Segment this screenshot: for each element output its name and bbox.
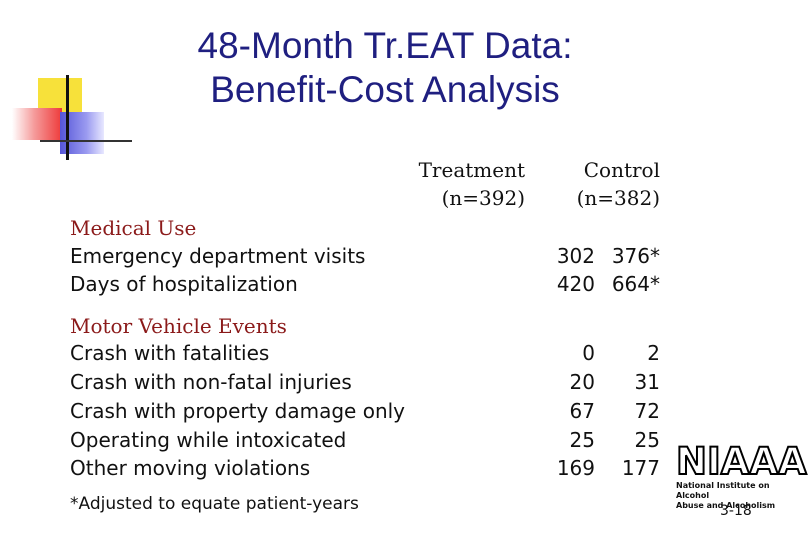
treatment-value: 25 xyxy=(569,428,595,452)
row-label: Other moving violations xyxy=(70,456,311,480)
table-row: Days of hospitalization 420 664* xyxy=(70,270,670,299)
control-n: (n=382) xyxy=(576,186,660,210)
control-value: 177 xyxy=(621,456,660,480)
control-value: 376* xyxy=(611,244,660,268)
row-label: Crash with property damage only xyxy=(70,399,406,423)
section-title-motor: Motor Vehicle Events xyxy=(70,314,287,338)
treatment-value: 302 xyxy=(556,244,595,268)
row-label: Days of hospitalization xyxy=(70,272,298,296)
control-value: 31 xyxy=(634,370,660,394)
footnote: *Adjusted to equate patient-years xyxy=(70,494,359,514)
control-label: Control xyxy=(583,158,660,182)
control-value: 664* xyxy=(611,272,660,296)
table-row: Crash with property damage only 67 72 xyxy=(70,397,670,426)
slide-title-line2: Benefit-Cost Analysis xyxy=(210,69,560,110)
control-value: 25 xyxy=(634,428,660,452)
row-label: Operating while intoxicated xyxy=(70,428,347,452)
column-header-treatment: Treatment (n=392) xyxy=(380,156,525,212)
table-row: Other moving violations 169 177 xyxy=(70,454,670,483)
page-number: 3-18 xyxy=(720,503,752,519)
treatment-n: (n=392) xyxy=(441,186,525,210)
decor-horizontal-line xyxy=(40,140,132,142)
logo-wordmark: NIAAA xyxy=(675,440,808,483)
logo-subtitle-line1: National Institute on Alcohol xyxy=(676,481,770,500)
row-label: Crash with non-fatal injuries xyxy=(70,370,352,394)
treatment-value: 0 xyxy=(582,341,595,365)
niaaa-logo: NIAAA National Institute on Alcohol Abus… xyxy=(675,440,808,511)
slide-title: 48-Month Tr.EAT Data: Benefit-Cost Analy… xyxy=(140,24,630,112)
table-row: Operating while intoxicated 25 25 xyxy=(70,426,670,455)
control-value: 72 xyxy=(634,399,660,423)
decor-vertical-line xyxy=(66,75,69,160)
treatment-value: 169 xyxy=(556,456,595,480)
control-value: 2 xyxy=(647,341,660,365)
treatment-value: 20 xyxy=(569,370,595,394)
logo-subtitle-line2: Abuse and Alcoholism xyxy=(676,501,776,510)
row-label: Emergency department visits xyxy=(70,244,366,268)
table-row: Crash with non-fatal injuries 20 31 xyxy=(70,368,670,397)
treatment-value: 420 xyxy=(556,272,595,296)
decor-red-square xyxy=(12,108,62,140)
section-title-medical: Medical Use xyxy=(70,216,197,240)
table-row: Crash with fatalities 0 2 xyxy=(70,339,670,368)
row-label: Crash with fatalities xyxy=(70,341,270,365)
slide-title-line1: 48-Month Tr.EAT Data: xyxy=(197,25,573,66)
treatment-label: Treatment xyxy=(418,158,525,182)
treatment-value: 67 xyxy=(569,399,595,423)
table-row: Emergency department visits 302 376* xyxy=(70,242,670,271)
column-header-control: Control (n=382) xyxy=(530,156,660,212)
